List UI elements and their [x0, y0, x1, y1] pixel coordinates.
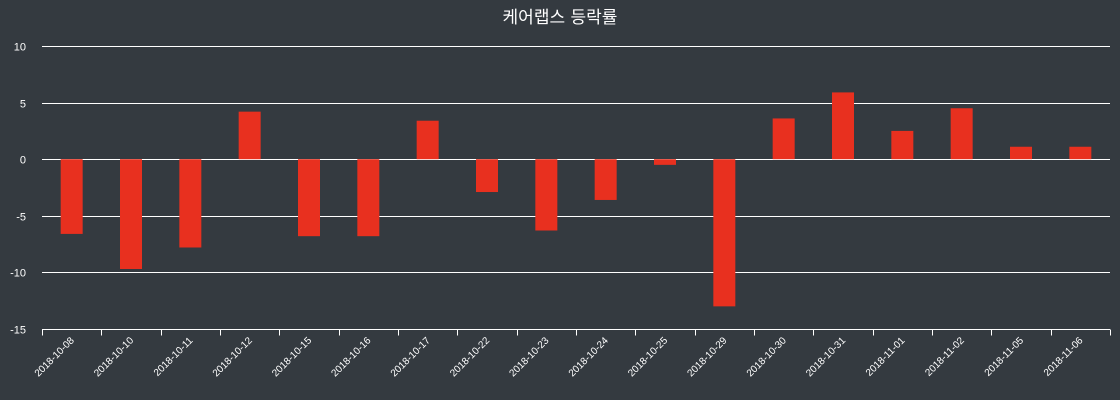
- grid-lines: [42, 46, 1110, 273]
- y-tick-label: 5: [20, 99, 26, 111]
- bar: [713, 159, 736, 307]
- x-tick-label: 2018-11-02: [923, 335, 967, 379]
- bar: [654, 159, 676, 165]
- x-tick-label: 2018-10-31: [804, 335, 848, 379]
- bar: [1069, 146, 1092, 160]
- bar: [594, 159, 617, 200]
- y-tick-label: -10: [10, 268, 26, 280]
- x-tick-label: 2018-10-24: [567, 335, 611, 379]
- y-tick-label: 10: [14, 42, 26, 54]
- x-tick-label: 2018-10-10: [92, 335, 136, 379]
- bar: [476, 159, 498, 193]
- y-tick-label: -15: [10, 325, 26, 337]
- y-tick-label: 0: [20, 155, 26, 167]
- bar: [772, 118, 795, 160]
- x-axis: 2018-10-08 2018-10-10 2018-10-11 2018-10-12…: [33, 329, 1111, 379]
- bar: [60, 159, 83, 234]
- bar: [1010, 146, 1032, 160]
- bar: [120, 159, 142, 270]
- x-tick-label: 2018-10-30: [745, 335, 789, 379]
- bar: [357, 159, 380, 237]
- bar: [535, 159, 558, 231]
- bar: [950, 108, 973, 160]
- x-tick-label: 2018-10-23: [508, 335, 552, 379]
- x-tick-label: 2018-10-25: [626, 335, 670, 379]
- bar: [179, 159, 202, 248]
- bars: [60, 92, 1092, 307]
- bar: [832, 92, 854, 160]
- x-tick-label: 2018-10-15: [270, 335, 314, 379]
- x-tick-label: 2018-10-12: [211, 335, 255, 379]
- chart-title: 케어랩스 등락률: [503, 8, 618, 28]
- bar: [891, 130, 914, 160]
- x-tick-label: 2018-11-06: [1042, 335, 1086, 379]
- bar: [416, 120, 439, 160]
- y-tick-label: -5: [16, 212, 26, 224]
- x-tick-label: 2018-10-16: [330, 335, 374, 379]
- x-tick-label: 2018-11-01: [864, 335, 908, 379]
- x-tick-label: 2018-10-08: [33, 335, 77, 379]
- x-tick-label: 2018-10-29: [686, 335, 730, 379]
- x-tick-label: 2018-11-05: [983, 335, 1027, 379]
- bar: [238, 111, 261, 160]
- x-tick-label: 2018-10-17: [389, 335, 433, 379]
- bar: [298, 159, 320, 237]
- x-tick-label: 2018-10-11: [152, 335, 196, 379]
- y-axis-ticks: 10 5 0 -5 -10 -15: [10, 42, 26, 337]
- x-tick-label: 2018-10-22: [448, 335, 492, 379]
